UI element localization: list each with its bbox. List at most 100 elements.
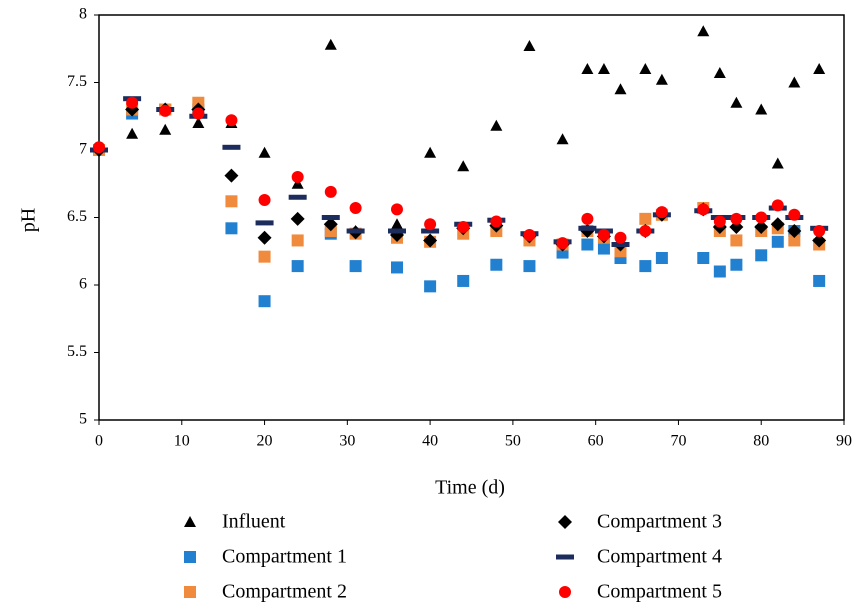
data-point [421,228,440,234]
data-point [655,206,668,219]
data-point [771,199,784,212]
data-point [321,215,340,220]
data-point [258,295,271,308]
data-point [159,104,172,117]
y-tick-label: 5 [79,411,87,428]
data-point [730,234,743,247]
y-tick-label: 6 [79,276,87,293]
data-point [581,212,594,225]
data-point [713,67,726,79]
data-point [813,63,826,74]
data-point [523,260,536,273]
data-point [614,83,627,95]
data-point [222,144,241,150]
data-point [391,261,403,274]
data-point [730,96,743,108]
data-point [291,177,304,189]
y-tick-label: 8 [79,6,87,23]
data-point [523,40,536,52]
data-point [423,233,438,248]
data-point [754,219,769,234]
data-point [291,171,304,183]
data-point [755,103,768,115]
data-point [614,231,627,244]
legend-marker [184,551,196,563]
x-tick-label: 30 [339,433,355,450]
x-tick-label: 50 [505,433,521,450]
data-point [581,238,594,251]
y-tick-label: 7.5 [67,73,87,90]
data-point [225,195,238,208]
data-point [126,96,139,109]
data-point [611,242,630,247]
data-point [391,218,403,230]
data-point [556,133,569,145]
legend-label: Compartment 5 [597,581,722,603]
data-point [597,242,610,255]
data-point [93,141,105,154]
data-point [581,63,594,74]
data-point [424,218,437,231]
data-point [323,217,338,232]
data-point [813,274,826,287]
data-point [697,203,710,216]
x-tick-label: 0 [95,433,103,450]
data-point [788,208,801,221]
x-tick-label: 70 [670,433,686,450]
data-point [258,193,271,206]
legend-marker [184,586,196,598]
data-point [258,250,271,263]
data-point [639,260,652,273]
data-point [639,225,652,237]
legend-label: Compartment 1 [222,546,347,568]
data-point [291,234,304,247]
data-point [788,76,801,88]
data-point [457,274,470,287]
data-point [457,220,470,233]
data-point [346,228,365,234]
data-point [192,117,205,128]
data-point [126,127,139,139]
data-point [639,63,652,74]
data-point [655,252,668,264]
data-point [490,258,503,271]
data-point [391,203,403,216]
data-point [523,229,536,242]
legend-marker [556,554,574,560]
x-tick-label: 60 [588,433,604,450]
x-tick-label: 10 [174,433,190,450]
data-point [697,252,710,264]
data-point [771,157,784,169]
data-point [424,280,437,293]
data-point [258,146,271,158]
y-tick-label: 5.5 [67,343,87,360]
x-tick-label: 40 [422,433,438,450]
data-point [755,249,768,262]
data-point [597,63,610,74]
legend-marker [559,586,571,598]
x-axis-title: Time (d) [435,477,505,499]
data-point [813,225,826,237]
data-point [290,211,305,226]
legend-marker [558,515,572,529]
data-point [490,119,503,131]
data-point [697,25,710,37]
data-point [349,202,362,215]
data-point [771,235,784,248]
data-point [224,168,239,183]
data-point [291,260,304,273]
data-point [730,258,743,271]
data-point [324,38,337,50]
x-tick-label: 80 [753,433,769,450]
data-point [490,215,503,228]
x-tick-label: 20 [257,433,273,450]
data-point [770,217,785,232]
data-point [424,146,437,158]
legend-label: Influent [222,511,286,533]
data-point [324,185,337,198]
legend-marker [184,516,196,527]
data-point [755,211,768,224]
data-point [730,212,743,225]
data-point [457,160,470,172]
